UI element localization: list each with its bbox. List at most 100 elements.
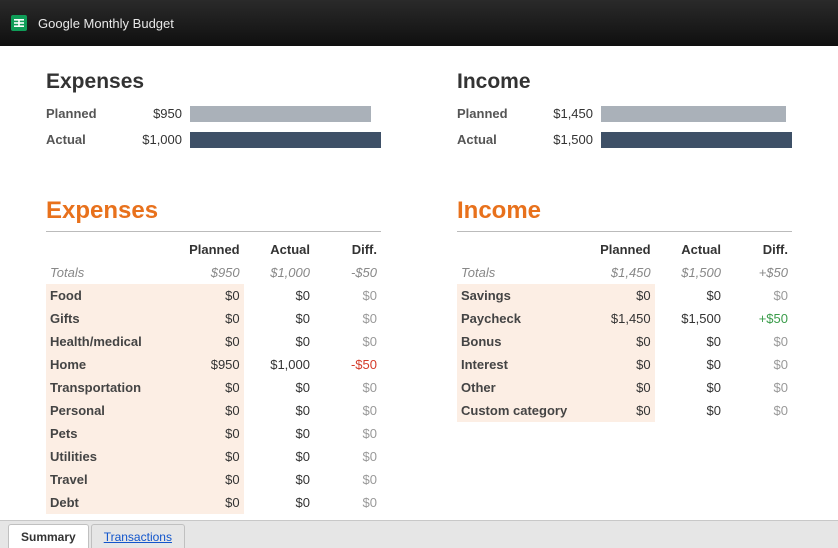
row-actual: $1,000 xyxy=(244,353,314,376)
table-row[interactable]: Gifts$0$0$0 xyxy=(46,307,381,330)
income-header-actual: Actual xyxy=(655,238,725,261)
row-name: Gifts xyxy=(46,307,173,330)
row-actual: $0 xyxy=(244,376,314,399)
row-name: Transportation xyxy=(46,376,173,399)
row-name: Other xyxy=(457,376,584,399)
row-diff: $0 xyxy=(314,399,381,422)
table-totals-row: Totals$950$1,000-$50 xyxy=(46,261,381,284)
row-diff: $0 xyxy=(725,284,792,307)
row-planned: $0 xyxy=(173,422,243,445)
table-row[interactable]: Travel$0$0$0 xyxy=(46,468,381,491)
table-row[interactable]: Food$0$0$0 xyxy=(46,284,381,307)
row-actual: $0 xyxy=(244,468,314,491)
table-row[interactable]: Debt$0$0$0 xyxy=(46,491,381,514)
row-planned: $0 xyxy=(173,445,243,468)
window-title: Google Monthly Budget xyxy=(38,16,174,31)
row-planned: $950 xyxy=(173,353,243,376)
row-name: Health/medical xyxy=(46,330,173,353)
row-name: Custom category xyxy=(457,399,584,422)
row-actual: $0 xyxy=(244,399,314,422)
expenses-rule xyxy=(46,231,381,232)
totals-actual: $1,500 xyxy=(655,261,725,284)
table-totals-row: Totals$1,450$1,500+$50 xyxy=(457,261,792,284)
income-column: Income Planned $1,450 Actual $1,500 Inco… xyxy=(457,70,792,520)
row-actual: $0 xyxy=(655,330,725,353)
row-planned: $0 xyxy=(173,307,243,330)
row-diff: -$50 xyxy=(314,353,381,376)
totals-label: Totals xyxy=(46,261,173,284)
expenses-planned-bar-fill xyxy=(190,106,371,122)
income-planned-value: $1,450 xyxy=(547,106,601,121)
expenses-header-actual: Actual xyxy=(244,238,314,261)
row-planned: $0 xyxy=(584,399,654,422)
row-name: Pets xyxy=(46,422,173,445)
row-planned: $0 xyxy=(584,353,654,376)
expenses-header-diff: Diff. xyxy=(314,238,381,261)
table-row[interactable]: Paycheck$1,450$1,500+$50 xyxy=(457,307,792,330)
table-row[interactable]: Savings$0$0$0 xyxy=(457,284,792,307)
row-actual: $0 xyxy=(244,284,314,307)
table-row[interactable]: Utilities$0$0$0 xyxy=(46,445,381,468)
income-summary-heading: Income xyxy=(457,70,792,94)
table-row[interactable]: Pets$0$0$0 xyxy=(46,422,381,445)
table-row[interactable]: Custom category$0$0$0 xyxy=(457,399,792,422)
tab-transactions[interactable]: Transactions xyxy=(91,524,185,548)
row-name: Debt xyxy=(46,491,173,514)
totals-planned: $950 xyxy=(173,261,243,284)
tab-summary[interactable]: Summary xyxy=(8,524,89,548)
row-planned: $0 xyxy=(584,376,654,399)
income-actual-label: Actual xyxy=(457,132,547,147)
row-actual: $0 xyxy=(244,307,314,330)
row-name: Interest xyxy=(457,353,584,376)
table-row[interactable]: Interest$0$0$0 xyxy=(457,353,792,376)
window-titlebar: Google Monthly Budget xyxy=(0,0,838,46)
row-actual: $0 xyxy=(244,445,314,468)
totals-label: Totals xyxy=(457,261,584,284)
income-actual-value: $1,500 xyxy=(547,132,601,147)
row-actual: $0 xyxy=(655,353,725,376)
row-name: Personal xyxy=(46,399,173,422)
income-table-title: Income xyxy=(457,197,792,225)
expenses-actual-value: $1,000 xyxy=(136,132,190,147)
expenses-actual-label: Actual xyxy=(46,132,136,147)
income-actual-bar-fill xyxy=(601,132,792,148)
expenses-actual-bar-track xyxy=(190,132,381,148)
row-actual: $0 xyxy=(244,422,314,445)
expenses-planned-bar-row: Planned $950 xyxy=(46,102,381,125)
row-actual: $0 xyxy=(244,491,314,514)
table-row[interactable]: Other$0$0$0 xyxy=(457,376,792,399)
row-actual: $0 xyxy=(244,330,314,353)
income-header-blank xyxy=(457,238,584,261)
expenses-actual-bar-fill xyxy=(190,132,381,148)
table-row[interactable]: Personal$0$0$0 xyxy=(46,399,381,422)
row-name: Bonus xyxy=(457,330,584,353)
expenses-table: Planned Actual Diff. Totals$950$1,000-$5… xyxy=(46,238,381,514)
income-actual-bar-row: Actual $1,500 xyxy=(457,128,792,151)
income-header-diff: Diff. xyxy=(725,238,792,261)
table-row[interactable]: Home$950$1,000-$50 xyxy=(46,353,381,376)
table-row[interactable]: Bonus$0$0$0 xyxy=(457,330,792,353)
row-diff: $0 xyxy=(725,376,792,399)
expenses-table-title: Expenses xyxy=(46,197,381,225)
content-area: Expenses Planned $950 Actual $1,000 Expe… xyxy=(0,46,838,520)
row-actual: $1,500 xyxy=(655,307,725,330)
income-actual-bar-track xyxy=(601,132,792,148)
income-planned-bar-fill xyxy=(601,106,786,122)
row-name: Home xyxy=(46,353,173,376)
row-diff: $0 xyxy=(314,376,381,399)
table-row[interactable]: Transportation$0$0$0 xyxy=(46,376,381,399)
row-name: Travel xyxy=(46,468,173,491)
income-header-row: Planned Actual Diff. xyxy=(457,238,792,261)
row-diff: $0 xyxy=(314,284,381,307)
row-diff: $0 xyxy=(314,307,381,330)
row-diff: $0 xyxy=(314,468,381,491)
income-header-planned: Planned xyxy=(584,238,654,261)
income-table: Planned Actual Diff. Totals$1,450$1,500+… xyxy=(457,238,792,422)
totals-diff: -$50 xyxy=(314,261,381,284)
table-row[interactable]: Health/medical$0$0$0 xyxy=(46,330,381,353)
income-planned-label: Planned xyxy=(457,106,547,121)
expenses-header-blank xyxy=(46,238,173,261)
row-planned: $0 xyxy=(173,376,243,399)
row-planned: $0 xyxy=(173,468,243,491)
totals-diff: +$50 xyxy=(725,261,792,284)
